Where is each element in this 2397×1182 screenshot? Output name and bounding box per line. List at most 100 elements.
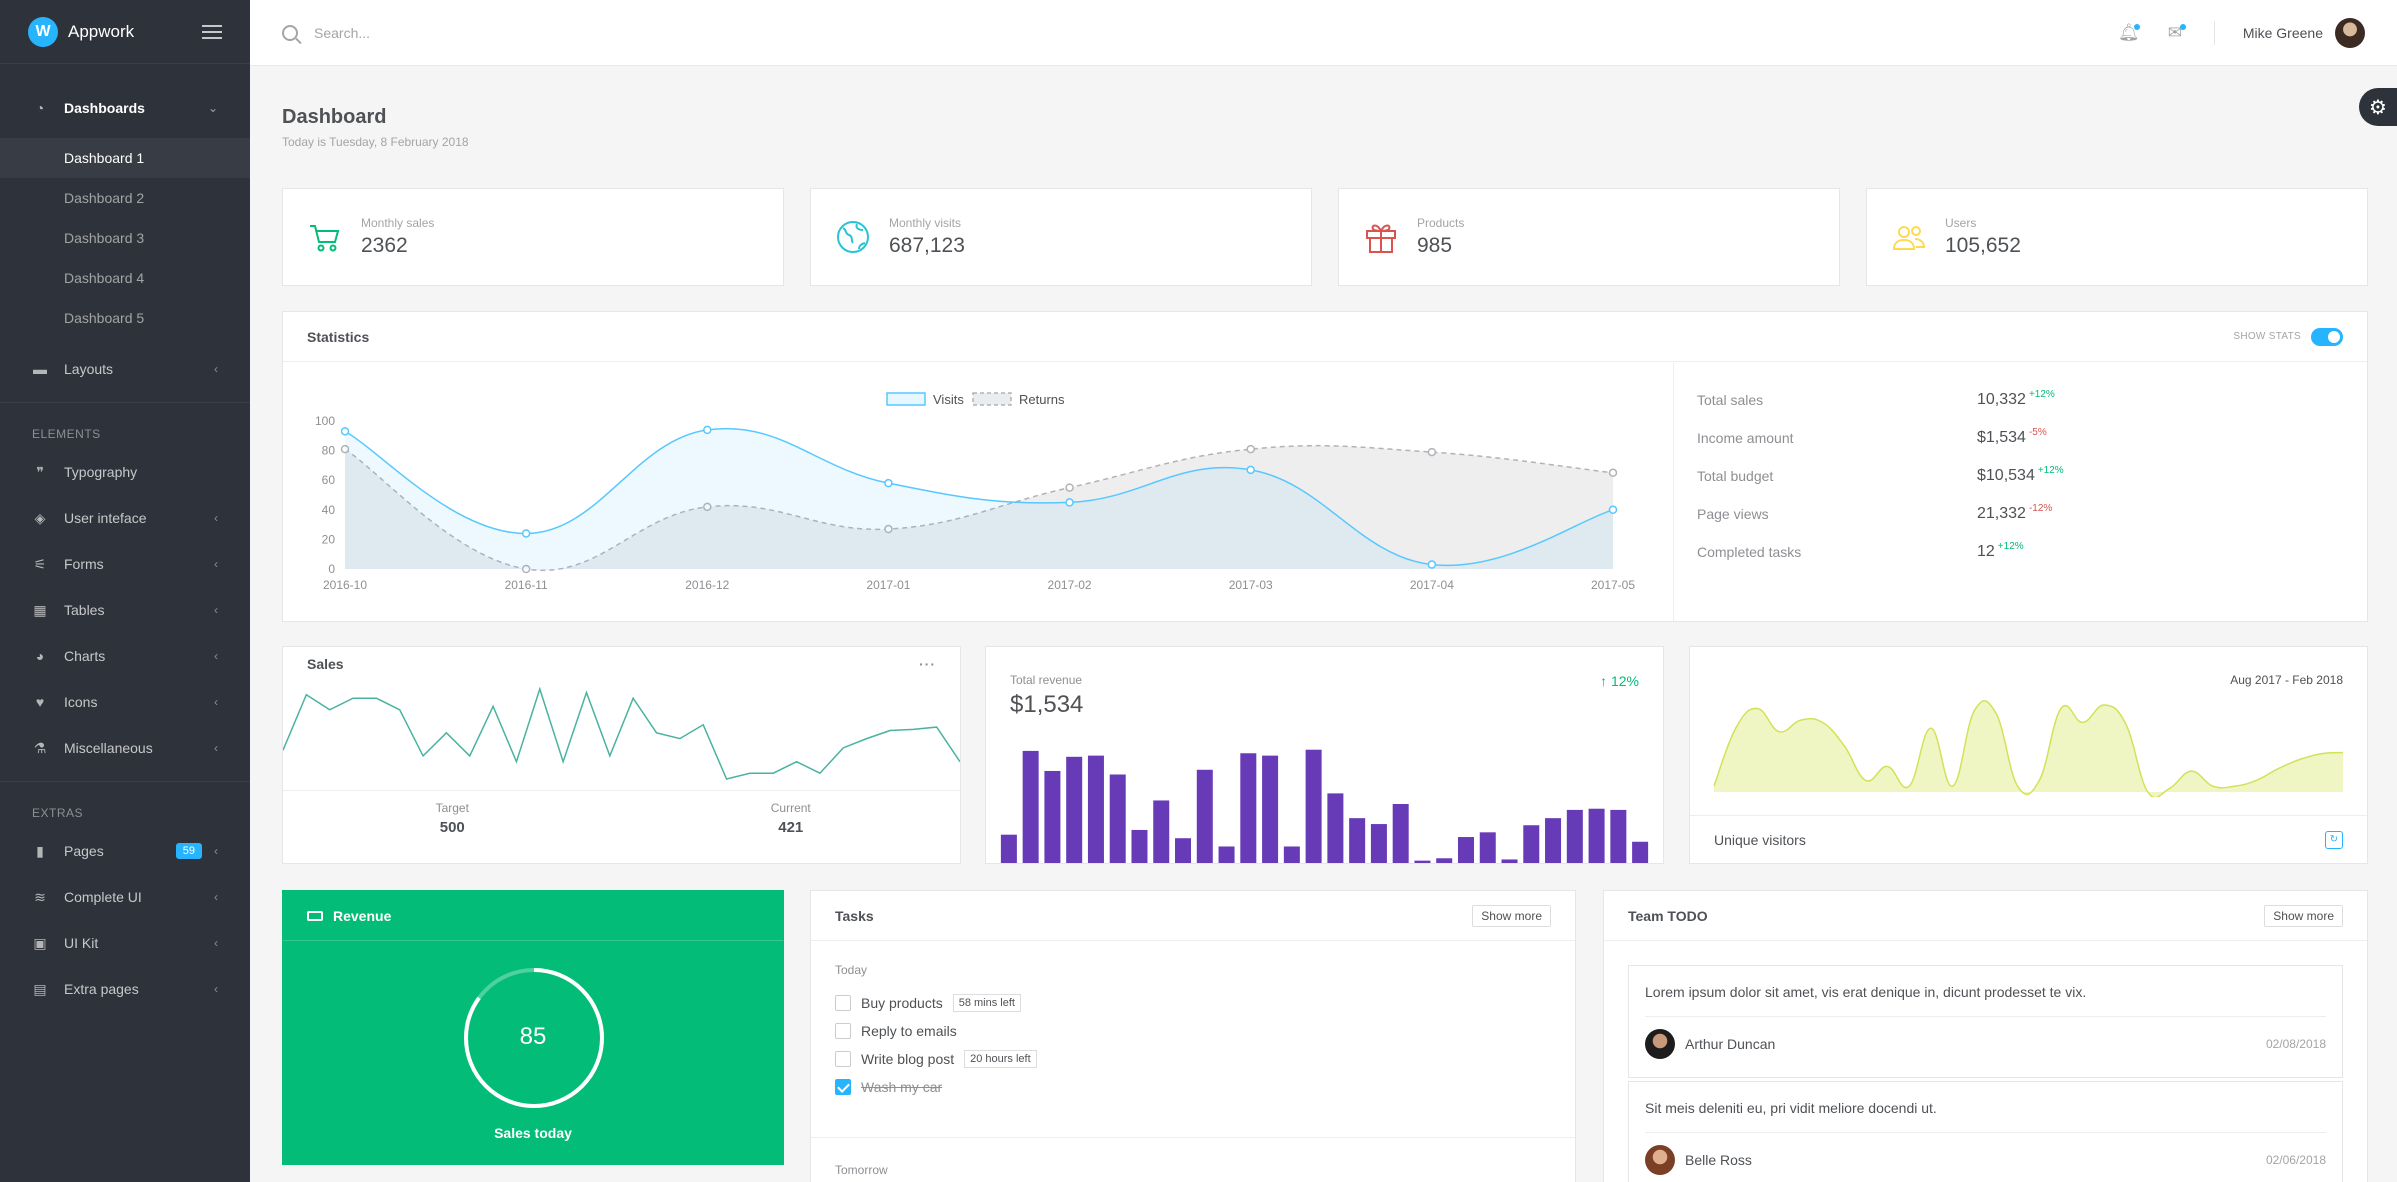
- table-icon: ▦: [33, 601, 47, 618]
- sidebar-item-icons[interactable]: ♥ Icons ‹: [0, 679, 250, 725]
- task-checkbox[interactable]: [835, 1051, 851, 1067]
- sidebar-item-label: Icons: [64, 694, 98, 710]
- sidebar-subitem-dashboard-3[interactable]: Dashboard 3: [64, 230, 145, 246]
- sidebar-item-ui-kit[interactable]: ▣ UI Kit ‹: [0, 920, 250, 966]
- revenue-bar: [1436, 858, 1453, 863]
- stat-label: Products: [1417, 216, 1465, 230]
- more-options-icon[interactable]: ···: [919, 656, 936, 672]
- data-point: [521, 564, 531, 574]
- divider: [0, 402, 250, 403]
- revenue-bar: [1566, 809, 1583, 863]
- chevron-left-icon: ‹: [214, 844, 218, 858]
- sidebar-item-extra-pages[interactable]: ▤ Extra pages ‹: [0, 966, 250, 1012]
- sidebar-item-pages[interactable]: ▮ Pages 59 ‹: [0, 828, 250, 874]
- stat-value: 2362: [361, 234, 408, 257]
- sidebar-item-charts[interactable]: ◕ Charts ‹: [0, 633, 250, 679]
- current-value: 421: [778, 819, 804, 836]
- todo-item[interactable]: Lorem ipsum dolor sit amet, vis erat den…: [1628, 965, 2343, 1078]
- divider: [0, 781, 250, 782]
- sidebar-item-forms[interactable]: ⚟ Forms ‹: [0, 541, 250, 587]
- sidebar-item-complete-ui[interactable]: ≋ Complete UI ‹: [0, 874, 250, 920]
- mail-icon[interactable]: ✉: [2164, 22, 2186, 44]
- task-label: Wash my car: [861, 1079, 943, 1095]
- bell-icon[interactable]: 🔔︎: [2118, 22, 2140, 42]
- show-stats-toggle[interactable]: [2311, 327, 2343, 346]
- show-stats-control: SHOW STATS: [2233, 327, 2343, 346]
- task-checkbox[interactable]: [835, 995, 851, 1011]
- nav-header-extras: EXTRAS: [32, 806, 84, 820]
- task-label: Reply to emails: [861, 1023, 957, 1039]
- total-value: 12: [1977, 543, 1995, 560]
- brand: W Appwork: [0, 0, 250, 64]
- team-todo-show-more-button[interactable]: Show more: [2264, 904, 2343, 927]
- stat-value: 105,652: [1945, 234, 2021, 257]
- tasks-show-more-button[interactable]: Show more: [1472, 904, 1551, 927]
- todo-text: Sit meis deleniti eu, pri vidit meliore …: [1645, 1100, 1937, 1116]
- menu-toggle-icon[interactable]: [202, 24, 222, 39]
- chevron-left-icon: ‹: [214, 603, 218, 617]
- sidebar-item-dashboards[interactable]: ◔ Dashboards ⌄: [0, 78, 250, 138]
- card-header: Tasks Show more: [811, 891, 1575, 941]
- avatar: [1645, 1145, 1675, 1175]
- todo-author[interactable]: Arthur Duncan: [1685, 1036, 1776, 1052]
- x-tick-label: 2017-05: [1591, 578, 1635, 592]
- revenue-bar: [1545, 818, 1562, 863]
- chevron-left-icon: ‹: [214, 649, 218, 663]
- task-item[interactable]: Buy products 58 mins left: [835, 989, 1551, 1017]
- todo-author[interactable]: Belle Ross: [1685, 1152, 1752, 1168]
- total-value: 21,332: [1977, 505, 2026, 522]
- theme-settings-button[interactable]: ⚙: [2359, 88, 2397, 126]
- data-point: [1065, 498, 1074, 507]
- revenue-bar: [1632, 841, 1649, 863]
- search-icon[interactable]: [282, 24, 298, 41]
- task-checkbox[interactable]: [835, 1023, 851, 1039]
- target-value: 500: [439, 819, 465, 836]
- search-input[interactable]: [314, 24, 714, 41]
- pie-chart-icon: ◕: [35, 648, 45, 664]
- users-icon: [1892, 226, 1926, 250]
- total-label: Total sales: [1697, 392, 1764, 408]
- y-tick-label: 20: [322, 532, 336, 546]
- revenue-caption: Sales today: [494, 1125, 572, 1141]
- sidebar-item-user-interface[interactable]: ◈ User inteface ‹: [0, 495, 250, 541]
- sidebar-item-layouts[interactable]: ▬ Layouts ‹: [0, 346, 250, 392]
- task-item[interactable]: Write blog post 20 hours left: [835, 1045, 1551, 1073]
- sidebar-subitem-dashboard-2[interactable]: Dashboard 2: [64, 190, 145, 206]
- sidebar-subitem-dashboard-5[interactable]: Dashboard 5: [64, 310, 145, 326]
- task-checkbox-checked[interactable]: [835, 1079, 851, 1095]
- sidebar-item-tables[interactable]: ▦ Tables ‹: [0, 587, 250, 633]
- todo-item[interactable]: Sit meis deleniti eu, pri vidit meliore …: [1628, 1081, 2343, 1182]
- file-icon: ▮: [36, 842, 44, 859]
- x-tick-label: 2017-03: [1229, 578, 1273, 592]
- card-header: Revenue: [283, 891, 783, 941]
- card-header: Sales ···: [283, 647, 960, 681]
- refresh-icon[interactable]: ↻: [2325, 830, 2343, 849]
- statistics-card: Statistics SHOW STATS 0 20 40 60 80 100 2016-1…: [282, 311, 2368, 622]
- card-title: Unique visitors: [1714, 831, 1806, 848]
- revenue-progress-ring: [464, 968, 604, 1108]
- sidebar-subitem-dashboard-4[interactable]: Dashboard 4: [64, 270, 145, 286]
- chevron-down-icon: ⌄: [207, 101, 218, 115]
- sidebar-subitem-dashboard-1[interactable]: Dashboard 1: [0, 138, 250, 178]
- appwork-logo[interactable]: W: [28, 16, 58, 47]
- avatar[interactable]: [2335, 17, 2365, 48]
- task-list: Today Buy products 58 mins left Reply to …: [811, 941, 1575, 1101]
- user-name[interactable]: Mike Greene: [2242, 24, 2323, 41]
- sidebar-item-miscellaneous[interactable]: ⚗ Miscellaneous ‹: [0, 725, 250, 771]
- revenue-change: ↑ 12%: [1600, 673, 1639, 689]
- task-item[interactable]: Wash my car: [835, 1073, 1551, 1101]
- sidebar-item-typography[interactable]: ❞ Typography: [0, 449, 250, 495]
- task-item[interactable]: Reply to emails: [835, 1017, 1551, 1045]
- total-value: $10,534: [1977, 467, 2035, 484]
- brand-name[interactable]: Appwork: [68, 21, 135, 41]
- revenue-bar: [1218, 846, 1235, 863]
- total-value: $1,534: [1977, 429, 2026, 446]
- stat-card-users: Users 105,652: [1866, 188, 2368, 286]
- revenue-progress-card: Revenue 85 Sales today: [282, 890, 784, 1165]
- total-revenue-card: Total revenue $1,534 ↑ 12%: [985, 646, 1664, 864]
- x-tick-label: 2016-12: [685, 578, 729, 592]
- x-tick-label: 2016-10: [323, 578, 367, 592]
- total-row: Total budget $10,534 +12%: [1697, 457, 2064, 495]
- total-change: +12%: [1997, 540, 2024, 552]
- series-area-visits: [345, 428, 1613, 569]
